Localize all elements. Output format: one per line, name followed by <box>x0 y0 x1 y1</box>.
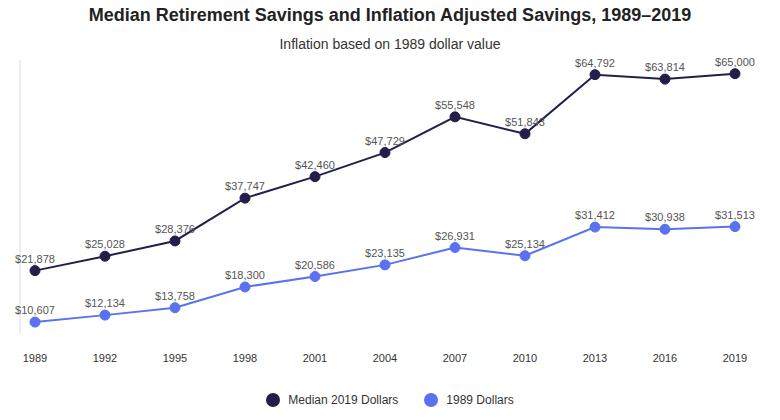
svg-text:$30,938: $30,938 <box>645 211 685 223</box>
svg-text:$64,792: $64,792 <box>575 57 615 69</box>
svg-text:$37,747: $37,747 <box>225 180 265 192</box>
html-text:Median 2019 Dollars: Median 2019 Dollars <box>288 393 399 407</box>
svg-text:1992: 1992 <box>93 352 117 364</box>
svg-text:2019: 2019 <box>723 352 747 364</box>
html-text:Inflation based on 1989 dollar: Inflation based on 1989 dollar value <box>279 36 501 52</box>
svg-text:$51,843: $51,843 <box>505 116 545 128</box>
svg-text:1989: 1989 <box>23 352 47 364</box>
svg-text:2013: 2013 <box>583 352 607 364</box>
svg-text:$63,814: $63,814 <box>645 61 685 73</box>
svg-text:$31,513: $31,513 <box>715 209 755 221</box>
svg-text:2004: 2004 <box>373 352 397 364</box>
svg-text:2010: 2010 <box>513 352 537 364</box>
svg-text:2007: 2007 <box>443 352 467 364</box>
svg-text:$20,586: $20,586 <box>295 259 335 271</box>
svg-text:$42,460: $42,460 <box>295 159 335 171</box>
svg-text:$25,134: $25,134 <box>505 238 545 250</box>
svg-text:2016: 2016 <box>653 352 677 364</box>
svg-text:2001: 2001 <box>303 352 327 364</box>
svg-text:$47,729: $47,729 <box>365 135 405 147</box>
html-text:Median Retirement Savings and: Median Retirement Savings and Inflation … <box>88 5 692 25</box>
svg-text:$31,412: $31,412 <box>575 209 615 221</box>
svg-text:$65,000: $65,000 <box>715 56 755 68</box>
svg-text:1995: 1995 <box>163 352 187 364</box>
svg-text:$10,607: $10,607 <box>15 304 55 316</box>
svg-text:$13,758: $13,758 <box>155 290 195 302</box>
html-text:1989 Dollars: 1989 Dollars <box>446 393 514 407</box>
svg-text:$28,376: $28,376 <box>155 223 195 235</box>
svg-text:$12,134: $12,134 <box>85 297 125 309</box>
svg-text:$21,878: $21,878 <box>15 253 55 265</box>
svg-text:1998: 1998 <box>233 352 257 364</box>
svg-text:$18,300: $18,300 <box>225 269 265 281</box>
svg-text:$23,135: $23,135 <box>365 247 405 259</box>
svg-text:$26,931: $26,931 <box>435 230 475 242</box>
svg-text:$25,028: $25,028 <box>85 238 125 250</box>
svg-text:$55,548: $55,548 <box>435 99 475 111</box>
